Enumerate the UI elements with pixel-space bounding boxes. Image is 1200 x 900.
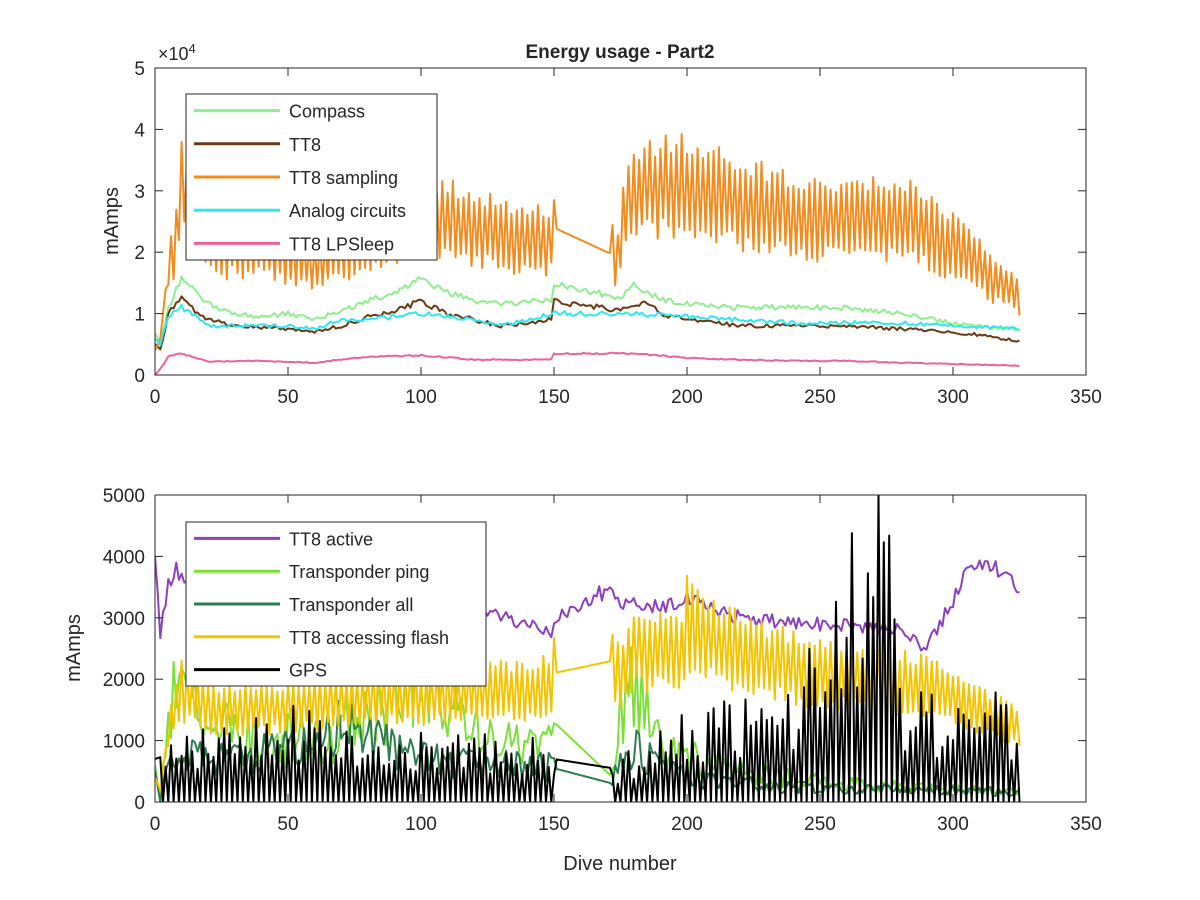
top-axes-box (154, 67, 1087, 376)
x-tick-label: 0 (150, 387, 161, 408)
x-tick-label: 200 (671, 387, 703, 408)
legend-label: TT8 sampling (289, 168, 398, 188)
top-series-lines (155, 133, 1021, 375)
y-tick-label: 3 (134, 182, 145, 203)
x-tick-label: 50 (277, 387, 298, 408)
svg-text:×104: ×104 (158, 41, 196, 64)
series-line-gps (155, 495, 1021, 802)
top-exponent-label: ×104 (158, 41, 196, 64)
bottom-y-axis-label: mAmps (63, 614, 85, 682)
y-tick-label: 4000 (103, 547, 145, 568)
legend-label: TT8 active (289, 529, 373, 549)
series-line-compass (155, 275, 1020, 346)
legend-label: Compass (289, 102, 365, 122)
x-tick-label: 250 (804, 814, 836, 835)
top-subplot: Energy usage - Part2 ×104 mAmps 0 50 100 15… (101, 41, 1102, 408)
top-chart-title: Energy usage - Part2 (525, 42, 714, 63)
legend-label: TT8 accessing flash (289, 628, 449, 648)
x-tick-label: 300 (937, 814, 969, 835)
top-legend: Compass TT8 TT8 sampling Analog circuits TT8… (185, 93, 438, 261)
y-tick-label: 1 (134, 305, 145, 326)
y-tick-label: 0 (134, 793, 145, 814)
legend-label: GPS (289, 661, 327, 681)
x-tick-label: 100 (405, 387, 437, 408)
top-exponent-power: 4 (189, 41, 196, 56)
x-tick-label: 350 (1070, 387, 1102, 408)
series-line-tt8 (155, 295, 1020, 351)
bottom-series-lines (155, 495, 1021, 802)
y-tick-label: 0 (134, 366, 145, 387)
series-line-tt8-lpsleep (155, 351, 1020, 375)
y-tick-label: 5000 (103, 486, 145, 507)
top-exponent-base: ×10 (158, 44, 189, 64)
x-tick-label: 200 (671, 814, 703, 835)
y-tick-label: 5 (134, 59, 145, 80)
bottom-legend: TT8 active Transponder ping Transponder al… (185, 521, 487, 687)
series-line-analog-circuits (155, 303, 1020, 347)
legend-label: TT8 LPSleep (289, 234, 394, 254)
x-tick-label: 0 (150, 814, 161, 835)
x-tick-label: 350 (1070, 814, 1102, 835)
y-tick-label: 1000 (103, 732, 145, 753)
legend-label: Analog circuits (289, 201, 406, 221)
x-tick-label: 50 (277, 814, 298, 835)
x-tick-label: 100 (405, 814, 437, 835)
top-y-axis-label: mAmps (101, 187, 123, 255)
legend-label: TT8 (289, 135, 321, 155)
y-tick-label: 2000 (103, 670, 145, 691)
top-axis-ticks: 0 50 100 150 200 250 300 350 0 1 2 3 4 5 (134, 59, 1101, 408)
x-tick-label: 300 (937, 387, 969, 408)
y-tick-label: 3000 (103, 609, 145, 630)
y-tick-label: 4 (134, 120, 145, 141)
bottom-axis-ticks: 0 50 100 150 200 250 300 350 0 1000 2000 3000 4000 50… (103, 486, 1102, 835)
legend-label: Transponder all (289, 595, 413, 615)
y-tick-label: 2 (134, 243, 145, 264)
bottom-subplot: mAmps 0 50 100 150 200 250 300 350 0 1000 2000 3000… (63, 486, 1102, 875)
legend-label: Transponder ping (289, 562, 429, 582)
x-tick-label: 250 (804, 387, 836, 408)
bottom-axes-box (154, 494, 1087, 803)
x-tick-label: 150 (538, 814, 570, 835)
x-axis-label: Dive number (563, 853, 677, 875)
x-tick-label: 150 (538, 387, 570, 408)
